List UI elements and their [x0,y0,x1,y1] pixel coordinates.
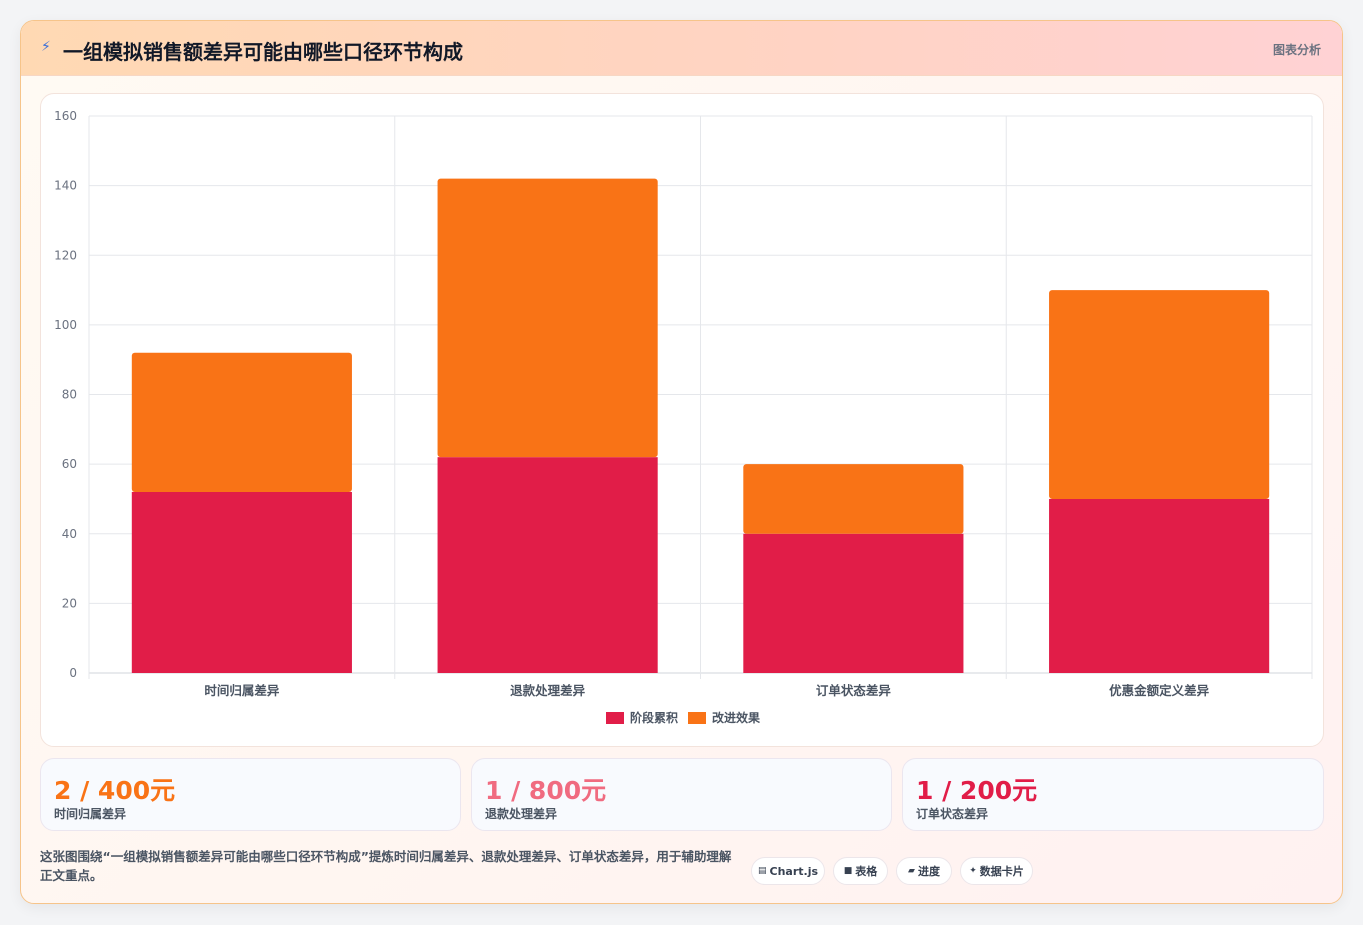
bar-stage-cumulative [743,533,964,673]
stat-card-time: 2 / 400元 时间归属差异 [40,758,461,831]
bar-stage-cumulative [437,457,658,673]
x-tick-label: 优惠金额定义差异 [1109,683,1210,698]
bar-stage-cumulative [131,491,352,673]
chip-chartjs[interactable]: ▤ Chart.js [751,857,825,885]
chart-panel: 0 20 40 60 80 100 120 140 160 时间归属差异 退款处理差异 订单状态差异 优… [40,93,1324,747]
lightning-icon: ⚡ [41,39,51,55]
stat-label: 退款处理差异 [485,807,558,821]
stat-card-order: 1 / 200元 订单状态差异 [902,758,1324,831]
legend-label: 阶段累积 [630,710,678,725]
stat-value: 1 / 200元 [916,776,1038,805]
bar-improvement-effect [743,464,964,534]
y-tick-label: 140 [54,179,77,193]
stat-value: 2 / 400元 [54,776,176,805]
chip-label: Chart.js [769,864,819,878]
progress-icon: ▰ [908,866,915,876]
chart-card: ⚡ 一组模拟销售额差异可能由哪些口径环节构成 图表分析 0 20 40 60 80 100… [20,20,1343,904]
card-header: ⚡ 一组模拟销售额差异可能由哪些口径环节构成 图表分析 [21,21,1342,76]
legend-label: 改进效果 [712,710,760,725]
card-title: 一组模拟销售额差异可能由哪些口径环节构成 [63,40,463,64]
chip-table[interactable]: ■ 表格 [833,857,888,885]
legend-swatch [606,712,624,724]
y-tick-label: 120 [54,248,77,262]
chip-data-card[interactable]: ✦ 数据卡片 [960,857,1033,885]
x-tick-label: 订单状态差异 [816,683,892,698]
y-tick-label: 100 [54,318,77,332]
chart-analysis-badge: 图表分析 [1272,43,1321,57]
stat-value: 1 / 800元 [485,776,607,805]
stat-label: 时间归属差异 [54,807,127,821]
bar-stage-cumulative [1049,498,1270,673]
chip-label: 进度 [917,865,940,878]
x-tick-label: 退款处理差异 [510,683,586,698]
stacked-bar-chart: 0 20 40 60 80 100 120 140 160 时间归属差异 退款处理差异 订单状态差异 优… [54,109,1313,725]
x-tick-label: 时间归属差异 [204,683,280,698]
chip-progress[interactable]: ▰ 进度 [896,857,952,885]
y-tick-label: 20 [62,596,77,610]
stat-card-refund: 1 / 800元 退款处理差异 [471,758,892,831]
y-tick-label: 80 [62,388,77,402]
stat-label: 订单状态差异 [916,807,989,821]
y-tick-label: 60 [62,457,77,471]
chip-label: 数据卡片 [979,865,1024,878]
chart-description: 这张图围绕“一组模拟销售额差异可能由哪些口径环节构成”提炼时间归属差异、退款处理… [40,849,732,883]
chip-label: 表格 [855,865,878,878]
bar-improvement-effect [1049,290,1270,499]
chart-icon: ▤ [757,866,767,876]
y-tick-label: 0 [69,666,77,680]
y-tick-label: 160 [54,109,77,123]
y-tick-label: 40 [62,527,77,541]
bar-improvement-effect [131,352,352,492]
legend-swatch [688,712,706,724]
table-icon: ■ [843,866,853,876]
bar-improvement-effect [437,178,658,458]
sparkle-icon: ✦ [969,866,977,876]
